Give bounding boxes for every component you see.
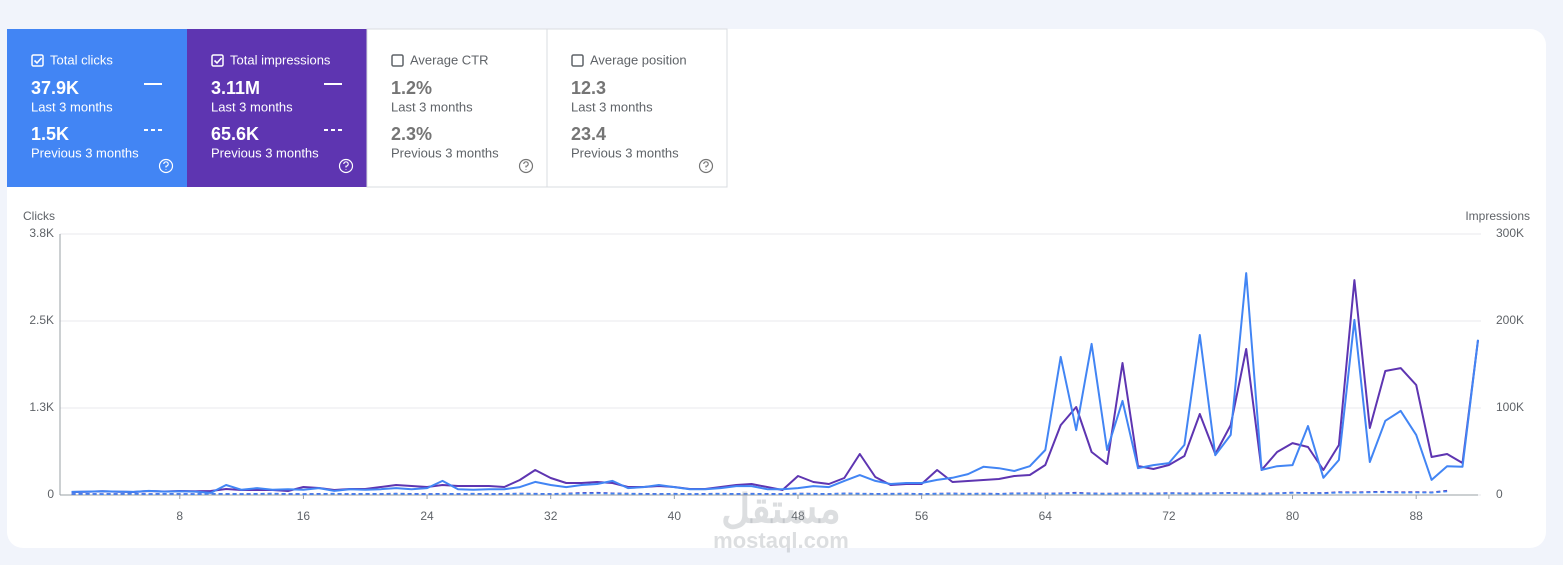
metric-value: 37.9K (31, 78, 79, 98)
help-icon-mark (523, 161, 529, 170)
metric-label: Total impressions (230, 52, 331, 67)
help-icon-mark (703, 161, 709, 170)
metric-previous-period: Previous 3 months (391, 145, 499, 160)
y2-tick-label: 300K (1496, 226, 1524, 240)
current-period-line (71, 272, 1479, 494)
metric-previous-value: 23.4 (571, 124, 606, 144)
help-icon[interactable] (158, 158, 174, 174)
metric-value: 3.11M (211, 78, 260, 98)
metric-period: Last 3 months (31, 99, 113, 114)
help-icon[interactable] (698, 158, 714, 174)
x-tick-label: 72 (1162, 509, 1176, 523)
y-tick-label: 2.5K (29, 313, 54, 327)
checkbox[interactable] (391, 54, 404, 67)
checkmark (33, 57, 43, 65)
help-icon-mark (163, 161, 169, 170)
x-tick-label: 56 (915, 509, 929, 523)
x-tick-label: 16 (297, 509, 311, 523)
help-icon-mark (343, 161, 349, 170)
metric-previous-period: Previous 3 months (31, 145, 139, 160)
checkmark (213, 57, 223, 65)
watermark-arabic: مستقل (721, 488, 841, 532)
help-icon[interactable] (338, 158, 354, 174)
x-tick-label: 88 (1410, 509, 1424, 523)
metric-previous-period: Previous 3 months (211, 145, 319, 160)
y-tick-label: 0 (47, 487, 54, 501)
y2-tick-label: 200K (1496, 313, 1524, 327)
previous-period-line (71, 490, 1448, 495)
metric-period: Last 3 months (571, 99, 653, 114)
x-tick-label: 32 (544, 509, 558, 523)
metric-value: 12.3 (571, 78, 606, 98)
checkbox[interactable] (31, 54, 44, 67)
y-tick-label: 1.3K (29, 400, 54, 414)
metric-previous-value: 2.3% (391, 124, 432, 144)
checkbox[interactable] (211, 54, 224, 67)
watermark-latin: mostaql.com (713, 528, 849, 553)
x-tick-label: 80 (1286, 509, 1300, 523)
y-tick-label: 3.8K (29, 226, 54, 240)
x-tick-label: 48 (791, 509, 805, 523)
metric-period: Last 3 months (391, 99, 473, 114)
metric-period: Last 3 months (211, 99, 293, 114)
checkbox[interactable] (571, 54, 584, 67)
metric-label: Total clicks (50, 52, 113, 67)
metric-previous-value: 65.6K (211, 124, 259, 144)
x-tick-label: 24 (420, 509, 434, 523)
metric-previous-period: Previous 3 months (571, 145, 679, 160)
y2-tick-label: 100K (1496, 400, 1524, 414)
x-tick-label: 64 (1039, 509, 1053, 523)
help-icon[interactable] (518, 158, 534, 174)
y-axis-title: Clicks (23, 209, 55, 223)
metric-label: Average position (590, 52, 687, 67)
y2-tick-label: 0 (1496, 487, 1503, 501)
x-tick-label: 40 (668, 509, 682, 523)
metric-previous-value: 1.5K (31, 124, 69, 144)
metric-value: 1.2% (391, 78, 432, 98)
x-tick-label: 8 (176, 509, 183, 523)
y2-axis-title: Impressions (1465, 209, 1530, 223)
metric-label: Average CTR (410, 52, 489, 67)
